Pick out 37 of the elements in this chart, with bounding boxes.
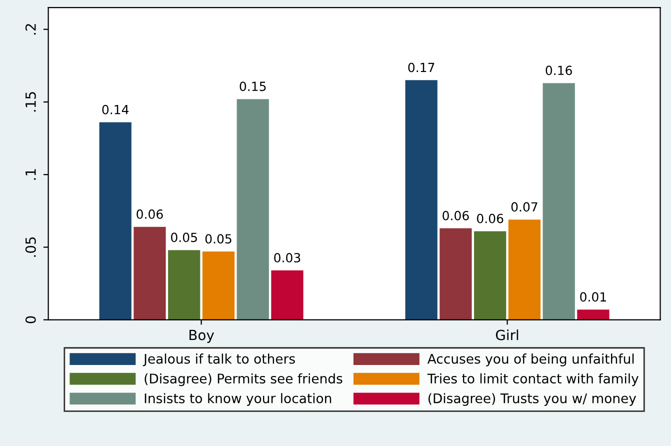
data-label: 0.06 (476, 214, 504, 224)
y-tick-label: .2 (25, 24, 36, 35)
data-label: 0.01 (580, 292, 606, 302)
x-tick-label: Girl (496, 330, 518, 340)
data-label: 0.06 (136, 209, 163, 219)
data-label: 0.16 (546, 66, 572, 76)
y-tick-label: 0 (25, 316, 36, 324)
bar (474, 231, 506, 320)
bar (134, 226, 166, 320)
bar (202, 252, 235, 320)
y-tick-label: .05 (25, 237, 36, 257)
bar (271, 270, 304, 320)
legend-label: (Disagree) Permits see friends (144, 373, 342, 386)
data-label: 0.05 (205, 234, 232, 244)
data-label: 0.07 (511, 202, 538, 212)
legend-label: Jealous if talk to others (142, 354, 295, 366)
bar (99, 122, 132, 320)
bar (440, 228, 472, 320)
legend-label: Insists to know your location (144, 393, 332, 406)
y-tick-label: .1 (26, 169, 36, 180)
data-label: 0.06 (442, 210, 469, 220)
bar (236, 99, 269, 320)
bar (577, 310, 610, 320)
bar (508, 220, 541, 320)
legend-label: Accuses you of being unfaithful (427, 354, 634, 366)
data-label: 0.15 (240, 82, 266, 92)
x-tick-label: Boy (190, 330, 214, 343)
y-tick-label: .15 (26, 92, 36, 112)
data-label: 0.14 (102, 104, 129, 114)
legend-label: Tries to limit contact with family (427, 373, 638, 386)
data-label: 0.03 (274, 252, 300, 262)
bar (542, 83, 575, 320)
bar (168, 250, 200, 320)
bar (405, 80, 438, 320)
data-label: 0.05 (171, 232, 197, 242)
data-label: 0.17 (408, 62, 434, 72)
legend-label: (Disagree) Trusts you w/ money (428, 393, 636, 406)
